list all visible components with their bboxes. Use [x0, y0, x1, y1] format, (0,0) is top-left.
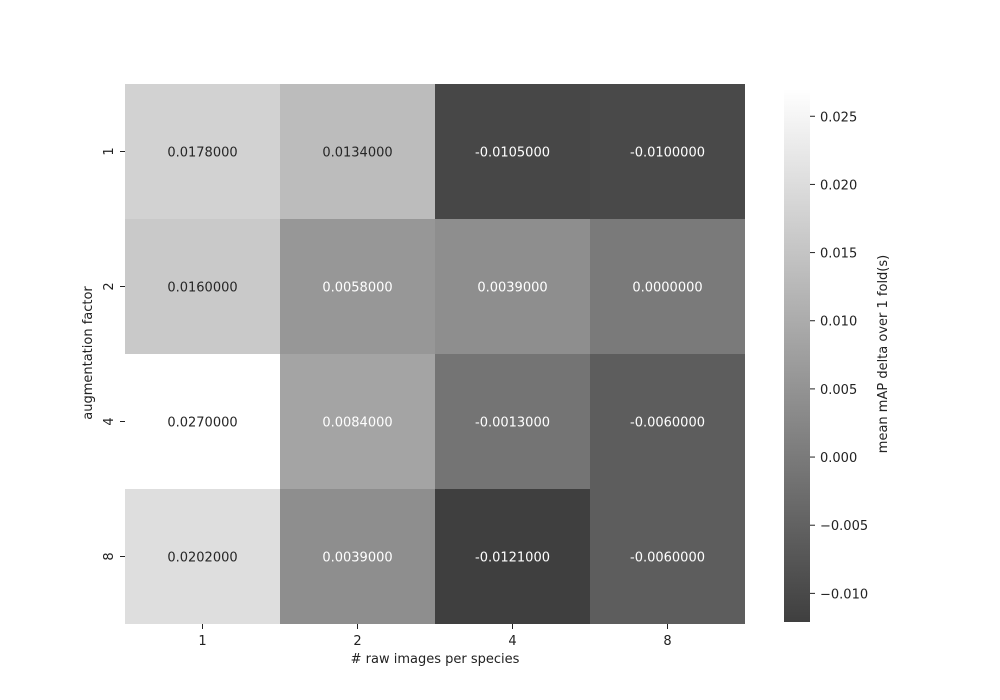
x-tick-label: 4: [508, 634, 516, 649]
y-tick-label: 8: [102, 552, 117, 560]
heatmap-cell: [280, 219, 435, 354]
heatmap-cell: [125, 219, 280, 354]
heatmap-cell: [590, 84, 745, 219]
colorbar-tick-label: 0.020: [820, 178, 857, 193]
colorbar-gradient: [784, 89, 810, 622]
cell-value-label: 0.0202000: [167, 551, 237, 566]
heatmap-cell-labels: 0.0178000 0.0134000 -0.0105000 -0.0100000 0.…: [167, 146, 705, 566]
heatmap-cell: [125, 489, 280, 624]
x-tick-label: 8: [663, 634, 671, 649]
colorbar-tick-label: −0.005: [820, 519, 868, 534]
cell-value-label: -0.0121000: [475, 551, 550, 566]
y-axis-ticks: 1 2 4 8: [102, 147, 125, 561]
heatmap-cell: [590, 219, 745, 354]
cell-value-label: 0.0084000: [322, 416, 392, 431]
heatmap-cell: [125, 84, 280, 219]
colorbar-tick-label: −0.010: [820, 587, 868, 602]
cell-value-label: 0.0178000: [167, 146, 237, 161]
colorbar-tick-label: 0.025: [820, 110, 857, 125]
cell-value-label: 0.0270000: [167, 416, 237, 431]
cell-value-label: 0.0039000: [477, 281, 547, 296]
colorbar-tick-label: 0.005: [820, 383, 857, 398]
heatmap-cell: [435, 354, 590, 489]
heatmap-cell: [435, 84, 590, 219]
heatmap-cell: [590, 489, 745, 624]
cell-value-label: -0.0013000: [475, 416, 550, 431]
heatmap-cell: [590, 354, 745, 489]
heatmap-cell: [435, 489, 590, 624]
cell-value-label: -0.0060000: [630, 551, 705, 566]
colorbar-ticks: 0.025 0.020 0.015 0.010 0.005 0.000 −0.005 −0.0…: [810, 110, 868, 602]
heatmap-cell: [280, 84, 435, 219]
x-axis-ticks: 1 2 4 8: [198, 624, 672, 649]
heatmap-cells: [125, 84, 745, 624]
cell-value-label: -0.0100000: [630, 146, 705, 161]
cell-value-label: 0.0039000: [322, 551, 392, 566]
cell-value-label: 0.0000000: [632, 281, 702, 296]
cell-value-label: 0.0160000: [167, 281, 237, 296]
y-axis-label: augmentation factor: [81, 286, 96, 420]
x-axis-label: # raw images per species: [351, 652, 520, 667]
cell-value-label: -0.0105000: [475, 146, 550, 161]
heatmap-cell: [435, 219, 590, 354]
heatmap-cell: [280, 354, 435, 489]
y-tick-label: 1: [102, 147, 117, 155]
colorbar-tick-label: 0.010: [820, 315, 857, 330]
x-tick-label: 1: [198, 634, 206, 649]
y-tick-label: 2: [102, 282, 117, 290]
x-tick-label: 2: [353, 634, 361, 649]
cell-value-label: 0.0058000: [322, 281, 392, 296]
cell-value-label: 0.0134000: [322, 146, 392, 161]
colorbar-label: mean mAP delta over 1 fold(s): [876, 255, 891, 453]
colorbar: 0.025 0.020 0.015 0.010 0.005 0.000 −0.005 −0.0…: [784, 89, 891, 622]
colorbar-tick-label: 0.000: [820, 451, 857, 466]
cell-value-label: -0.0060000: [630, 416, 705, 431]
heatmap-cell: [125, 354, 280, 489]
heatmap-cell: [280, 489, 435, 624]
y-tick-label: 4: [102, 417, 117, 425]
colorbar-tick-label: 0.015: [820, 247, 857, 262]
